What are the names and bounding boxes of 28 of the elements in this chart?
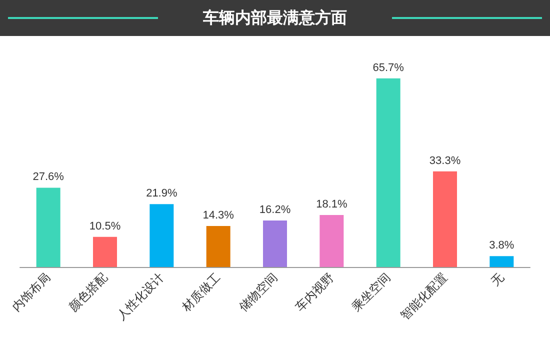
bar xyxy=(320,215,344,267)
x-tick-label: 乘坐空间 xyxy=(349,270,394,314)
x-tick-label: 材质做工 xyxy=(178,270,224,315)
chart-title: 车辆内部最满意方面 xyxy=(0,0,550,36)
data-label: 16.2% xyxy=(259,204,291,216)
bar xyxy=(206,226,230,267)
data-label: 18.1% xyxy=(316,198,348,211)
x-tick-label: 智能化配置 xyxy=(398,270,450,322)
data-label: 65.7% xyxy=(372,62,404,74)
bar xyxy=(150,204,174,267)
bar xyxy=(376,78,400,267)
bar xyxy=(263,220,287,267)
data-label: 33.3% xyxy=(429,154,461,167)
bar xyxy=(36,188,60,267)
data-label: 10.5% xyxy=(89,220,121,232)
data-label: 3.8% xyxy=(489,240,514,252)
bar xyxy=(490,256,514,267)
data-label: 14.3% xyxy=(202,209,234,222)
x-tick-label: 人性化设计 xyxy=(114,270,167,322)
x-tick-label: 车内视野 xyxy=(292,270,337,314)
x-tick-label: 无 xyxy=(488,270,507,288)
bar xyxy=(433,171,457,267)
bar xyxy=(93,236,117,267)
x-tick-label: 内饰布局 xyxy=(9,270,54,314)
data-label: 21.9% xyxy=(146,188,178,200)
x-tick-label: 颜色搭配 xyxy=(66,270,110,314)
data-label: 27.6% xyxy=(32,171,64,184)
x-tick-label: 储物空间 xyxy=(236,270,280,314)
